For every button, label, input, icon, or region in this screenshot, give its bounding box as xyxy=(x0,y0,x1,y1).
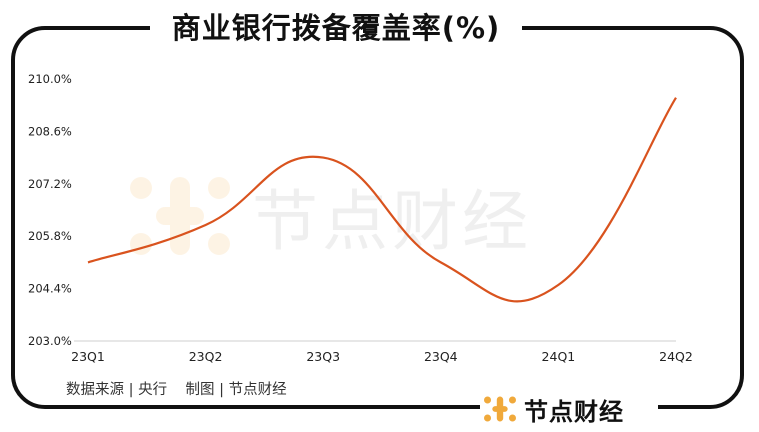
y-tick-label: 203.0% xyxy=(28,334,72,348)
chart-title: 商业银行拨备覆盖率(%) xyxy=(171,11,501,45)
y-tick-label: 204.4% xyxy=(28,282,72,296)
y-tick-label: 208.6% xyxy=(28,124,72,138)
y-tick-label: 210.0% xyxy=(28,72,72,86)
source-note: 数据来源 | 央行 制图 | 节点财经 xyxy=(66,382,287,398)
x-tick-label: 23Q1 xyxy=(71,349,105,364)
y-axis: 203.0% 204.4% 205.8% 207.2% 208.6% 210.0% xyxy=(28,72,72,348)
x-tick-label: 23Q2 xyxy=(189,349,223,364)
y-tick-label: 205.8% xyxy=(28,229,72,243)
title-banner: 商业银行拨备覆盖率(%) xyxy=(150,4,522,48)
x-tick-label: 23Q3 xyxy=(306,349,340,364)
x-axis: 23Q1 23Q2 23Q3 23Q4 24Q1 24Q2 xyxy=(71,349,693,364)
brand-name: 节点财经 xyxy=(524,397,624,426)
x-tick-label: 24Q2 xyxy=(659,349,693,364)
x-tick-label: 24Q1 xyxy=(542,349,576,364)
brand-logo: 节点财经 xyxy=(480,390,658,428)
x-tick-label: 23Q4 xyxy=(424,349,458,364)
series-line xyxy=(87,97,677,303)
y-tick-label: 207.2% xyxy=(28,177,72,191)
brand-logo-icon xyxy=(484,396,516,422)
